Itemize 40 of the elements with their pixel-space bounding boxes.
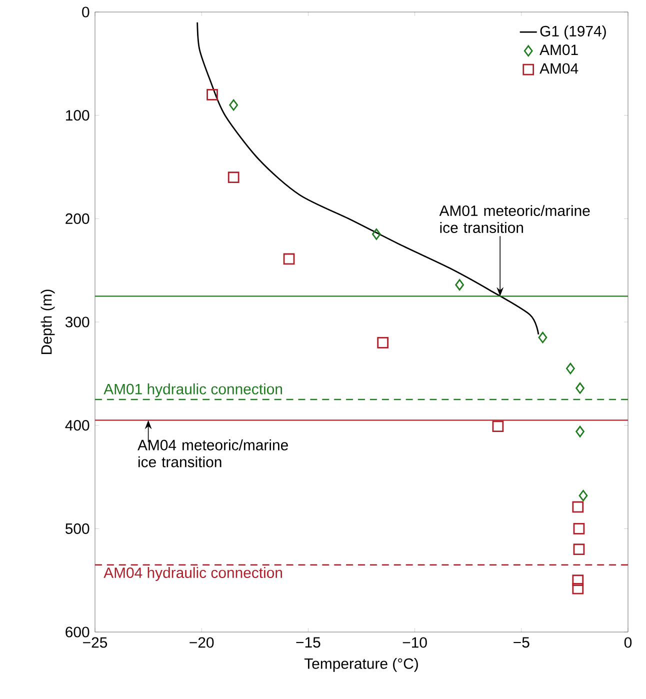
legend-label: G1 (1974) xyxy=(540,26,606,40)
y-tick-label: 400 xyxy=(65,420,90,431)
point xyxy=(572,501,584,513)
x-tick-label: −25 xyxy=(83,637,108,648)
y-tick-label: 500 xyxy=(65,523,90,534)
legend-label: AM04 xyxy=(540,63,578,74)
point xyxy=(377,337,389,348)
point xyxy=(229,99,238,111)
x-tick-label: −15 xyxy=(296,637,320,648)
point xyxy=(455,279,464,290)
y-tick-label: 200 xyxy=(66,213,90,224)
point xyxy=(206,89,218,100)
ref-line-label: AM01 hydraulic connection xyxy=(104,383,282,398)
y-tick-label: 300 xyxy=(65,316,90,328)
annotation: AM04 meteoric/marine ice transition xyxy=(138,439,288,468)
point xyxy=(573,544,585,556)
point xyxy=(538,332,548,344)
point xyxy=(572,582,584,594)
point xyxy=(576,382,584,394)
x-tick-label: −20 xyxy=(190,637,214,648)
x-tick-label: −10 xyxy=(402,637,427,648)
point xyxy=(566,362,575,374)
point xyxy=(492,420,504,432)
y-axis-title: Depth (m) xyxy=(40,290,55,354)
point xyxy=(283,253,295,265)
ref-line-label: AM04 hydraulic connection xyxy=(104,567,282,581)
annotation: AM01 meteoric/marine ice transition xyxy=(439,205,590,233)
point xyxy=(572,574,584,586)
point xyxy=(573,523,585,534)
point xyxy=(228,172,240,184)
point xyxy=(372,228,381,240)
legend-label: AM01 xyxy=(540,44,578,56)
x-tick-label: −5 xyxy=(514,637,530,648)
x-tick-label: 0 xyxy=(624,637,632,648)
point xyxy=(576,426,584,438)
x-axis-title: Temperature (°C) xyxy=(304,658,418,672)
point xyxy=(578,490,588,502)
y-tick-label: 0 xyxy=(82,6,90,18)
y-tick-label: 600 xyxy=(66,626,90,638)
y-tick-label: 100 xyxy=(66,110,90,121)
